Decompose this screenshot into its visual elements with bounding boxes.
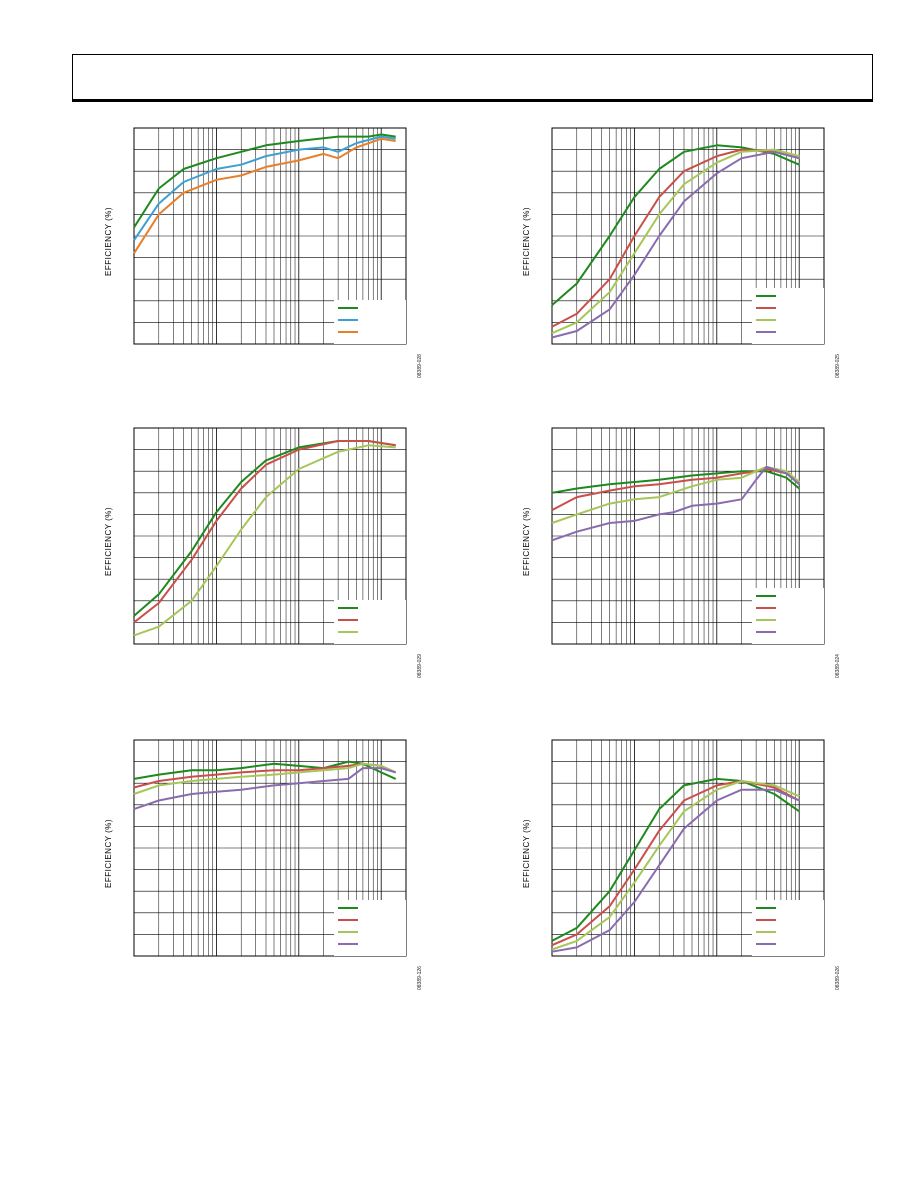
- page-header: [72, 54, 873, 102]
- figure-code: 08389-024: [835, 654, 841, 678]
- legend-background: [334, 600, 406, 644]
- figure-code: 08389-028: [417, 354, 423, 378]
- figure-code: 08389-126: [417, 966, 423, 990]
- series-line-3: [133, 762, 397, 795]
- chart-panel-2: EFFICIENCY (%) 08389-025: [520, 116, 860, 386]
- grid: [552, 428, 824, 644]
- series-line-3: [551, 148, 800, 335]
- series-line-1: [551, 777, 800, 942]
- figure-code: 08389-025: [835, 354, 841, 378]
- y-axis-label: EFFICIENCY (%): [104, 506, 113, 576]
- legend-background: [752, 588, 824, 644]
- efficiency-chart-5: [133, 739, 407, 957]
- series-line-1: [133, 760, 397, 780]
- series-line-1: [133, 133, 396, 228]
- legend: [752, 900, 824, 956]
- legend-background: [334, 300, 406, 344]
- series-line-3: [133, 444, 396, 637]
- chart-panel-4: EFFICIENCY (%) 08389-024: [520, 416, 860, 686]
- figure-code: 08389-026: [835, 966, 841, 990]
- legend: [752, 288, 824, 344]
- legend: [334, 300, 406, 344]
- efficiency-chart-1: [133, 127, 407, 345]
- y-axis-label: EFFICIENCY (%): [522, 506, 531, 576]
- legend-background: [334, 900, 406, 956]
- legend-background: [752, 288, 824, 344]
- efficiency-chart-4: [551, 427, 825, 645]
- legend: [752, 588, 824, 644]
- series-line-4: [551, 788, 800, 953]
- series-line-2: [133, 440, 396, 624]
- chart-panel-1: EFFICIENCY (%) 08389-028: [102, 116, 442, 386]
- figure-code: 08389-029: [417, 654, 423, 678]
- legend-background: [752, 900, 824, 956]
- efficiency-chart-6: [551, 739, 825, 957]
- series-line-2: [551, 468, 800, 511]
- series-line-4: [551, 150, 800, 339]
- series-line-3: [551, 780, 800, 951]
- chart-panel-5: EFFICIENCY (%) 08389-126: [102, 728, 442, 998]
- chart-panel-6: EFFICIENCY (%) 08389-026: [520, 728, 860, 998]
- chart-panel-3: EFFICIENCY (%) 08389-029: [102, 416, 442, 686]
- series-line-4: [551, 465, 800, 542]
- efficiency-chart-3: [133, 427, 407, 645]
- y-axis-label: EFFICIENCY (%): [104, 206, 113, 276]
- y-axis-label: EFFICIENCY (%): [522, 818, 531, 888]
- series-line-3: [133, 137, 396, 254]
- y-axis-label: EFFICIENCY (%): [522, 206, 531, 276]
- legend: [334, 900, 406, 956]
- y-axis-label: EFFICIENCY (%): [104, 818, 113, 888]
- series-line-2: [133, 135, 396, 241]
- series-line-4: [133, 767, 396, 811]
- series-line-1: [551, 470, 800, 494]
- series-line-2: [551, 780, 800, 947]
- legend: [334, 600, 406, 644]
- efficiency-chart-2: [551, 127, 825, 345]
